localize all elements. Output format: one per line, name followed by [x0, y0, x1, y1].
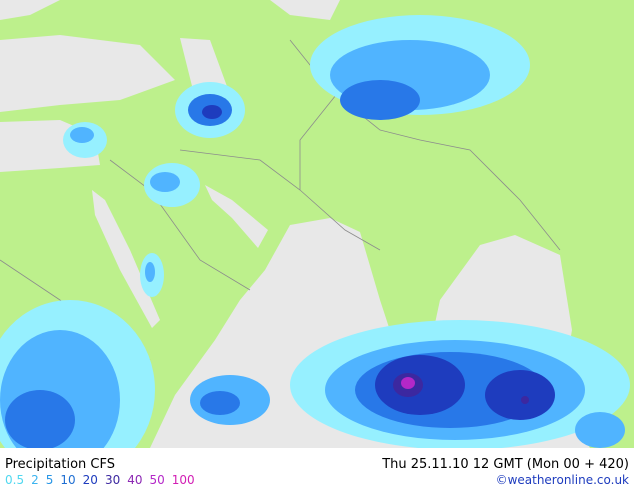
legend: 0.5 2 5 10 20 30 40 50 100 — [5, 473, 195, 487]
legend-value: 30 — [104, 473, 121, 487]
credit[interactable]: ©weatheronline.co.uk — [495, 473, 629, 487]
header-row: Precipitation CFS Thu 25.11.10 12 GMT (M… — [5, 457, 629, 472]
precipitation — [0, 15, 630, 448]
map — [0, 0, 634, 448]
legend-value: 20 — [82, 473, 98, 487]
date: Thu 25.11.10 12 GMT (Mon 00 + 420) — [382, 457, 629, 472]
footer: Precipitation CFS Thu 25.11.10 12 GMT (M… — [0, 448, 634, 490]
legend-value: 40 — [127, 473, 143, 487]
legend-value: 5 — [45, 473, 54, 487]
legend-row: 0.5 2 5 10 20 30 40 50 100 ©weatheronline.co.uk — [5, 473, 629, 487]
title: Precipitation CFS — [5, 457, 115, 472]
legend-value: 0.5 — [5, 473, 25, 487]
legend-value: 2 — [31, 473, 39, 487]
legend-value: 50 — [149, 473, 165, 487]
legend-value: 10 — [60, 473, 76, 487]
legend-value: 100 — [171, 473, 195, 487]
